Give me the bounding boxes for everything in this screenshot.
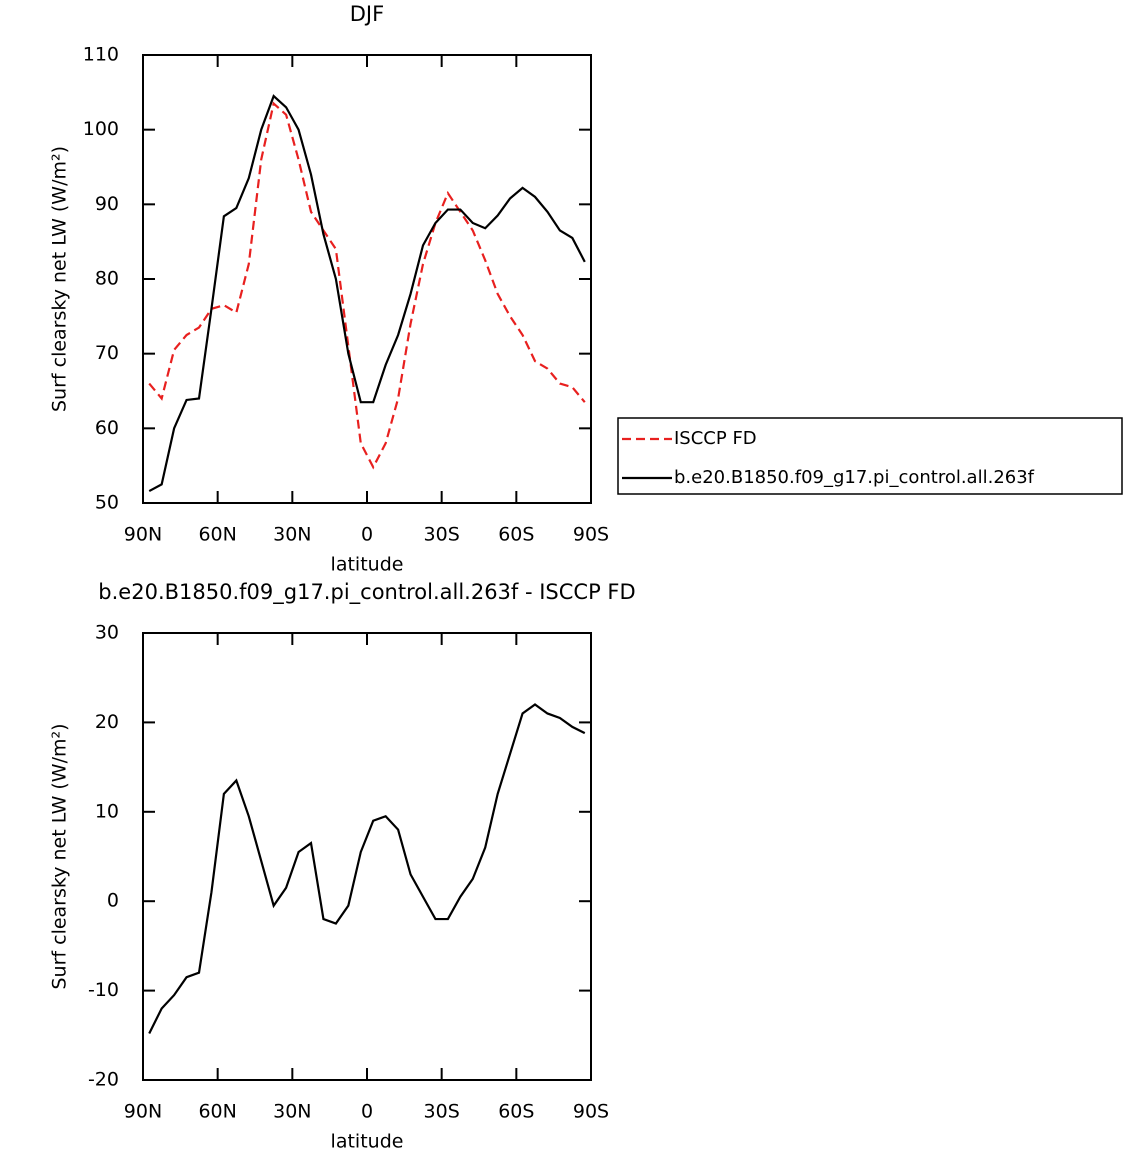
x-tick-label: 30S (424, 1101, 460, 1123)
y-axis-label: Surf clearsky net LW (W/m²) (49, 146, 71, 412)
y-tick-label: -20 (88, 1069, 119, 1091)
x-tick-label: 30N (273, 524, 311, 546)
data-line (148, 94, 586, 493)
plot-frame (142, 54, 592, 504)
y-tick-label: 110 (83, 44, 119, 66)
x-tick-label: 90S (573, 524, 609, 546)
y-axis-label: Surf clearsky net LW (W/m²) (49, 723, 71, 989)
chart-title: b.e20.B1850.f09_g17.pi_control.all.263f … (98, 580, 635, 605)
y-tick-label: 50 (95, 492, 119, 514)
x-tick-label: 30S (424, 524, 460, 546)
y-tick-label: 80 (95, 268, 119, 290)
x-tick-label: 0 (361, 524, 373, 546)
x-tick-label: 90N (124, 1101, 162, 1123)
y-tick-label: 10 (95, 800, 119, 822)
chart-title: DJF (350, 2, 384, 26)
y-tick-label: 20 (95, 711, 119, 733)
x-tick-label: 60S (498, 524, 534, 546)
x-axis-label: latitude (331, 554, 404, 576)
legend-label: ISCCP FD (674, 428, 757, 449)
x-tick-label: 60N (198, 1101, 236, 1123)
x-tick-label: 0 (361, 1101, 373, 1123)
y-tick-label: 90 (95, 193, 119, 215)
x-tick-label: 60S (498, 1101, 534, 1123)
y-tick-label: 70 (95, 342, 119, 364)
x-tick-label: 60N (198, 524, 236, 546)
data-line (148, 101, 586, 470)
x-axis-label: latitude (331, 1131, 404, 1153)
y-tick-label: 30 (95, 622, 119, 644)
y-tick-label: 60 (95, 417, 119, 439)
legend-box (617, 417, 1123, 495)
x-tick-label: 30N (273, 1101, 311, 1123)
data-line (148, 703, 586, 1034)
plot-frame (142, 632, 592, 1081)
x-tick-label: 90N (124, 524, 162, 546)
y-tick-label: 100 (83, 118, 119, 140)
y-tick-label: 0 (107, 890, 119, 912)
y-tick-label: -10 (88, 979, 119, 1001)
x-tick-label: 90S (573, 1101, 609, 1123)
legend-label: b.e20.B1850.f09_g17.pi_control.all.263f (674, 467, 1035, 488)
